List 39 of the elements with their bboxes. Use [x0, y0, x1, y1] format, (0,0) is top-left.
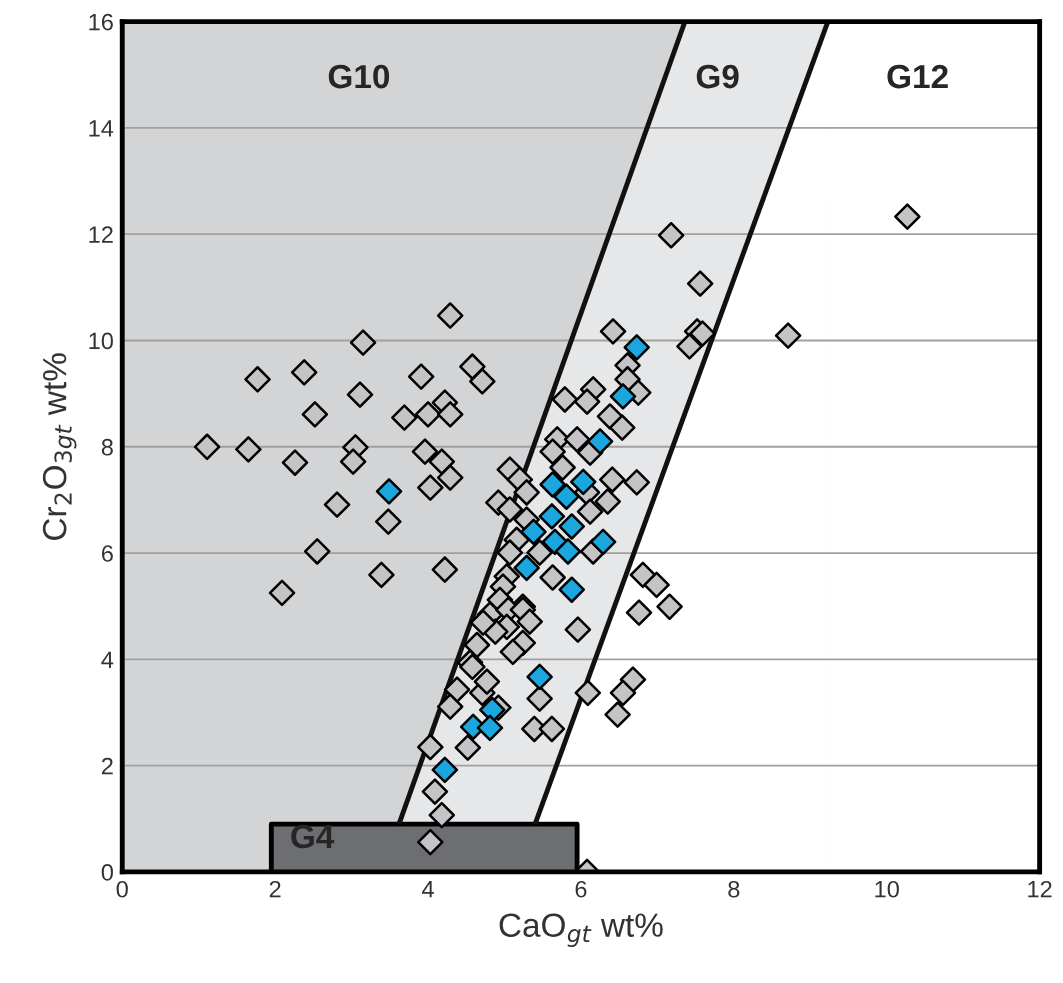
point — [520, 518, 547, 546]
annotation: G9 — [696, 64, 739, 89]
point — [623, 334, 651, 361]
point — [538, 503, 566, 530]
annotation: G4 — [291, 824, 335, 849]
y-tick-label: 8 — [101, 438, 113, 456]
x-axis-title: CaO$_{gt}$ wt% — [499, 913, 663, 947]
point — [554, 538, 582, 565]
y-tick-label: 16 — [89, 13, 113, 31]
point — [558, 576, 586, 604]
point — [558, 513, 586, 540]
x-tick-label: 8 — [728, 880, 740, 898]
y-tick-label: 14 — [89, 120, 114, 137]
point — [586, 428, 614, 455]
point — [375, 478, 403, 505]
point — [569, 468, 597, 496]
annotation: G10 — [328, 64, 390, 89]
x-tick-label: 0 — [116, 880, 128, 898]
point — [431, 756, 459, 784]
x-tick-label: 4 — [422, 881, 434, 898]
x-tick-label: 10 — [875, 880, 899, 898]
y-tick-label: 0 — [101, 863, 113, 881]
x-tick-label: 12 — [1028, 880, 1052, 898]
point — [553, 483, 580, 511]
point — [526, 663, 553, 691]
point — [513, 554, 540, 582]
y-tick-label: 4 — [101, 651, 114, 668]
y-tick-label: 10 — [89, 332, 113, 350]
x-tick-label: 2 — [269, 880, 281, 898]
y-tick-label: 6 — [101, 545, 113, 562]
x-tick-label: 6 — [575, 880, 587, 898]
y-axis-title: Cr$_{2}$O$_{3gt}$ wt% — [42, 353, 77, 540]
y-tick-label: 2 — [101, 757, 113, 775]
annotation: G12 — [887, 64, 948, 89]
point — [609, 383, 637, 410]
point — [589, 528, 617, 556]
y-tick-label: 12 — [89, 226, 113, 243]
point — [539, 471, 566, 498]
point — [476, 714, 504, 742]
